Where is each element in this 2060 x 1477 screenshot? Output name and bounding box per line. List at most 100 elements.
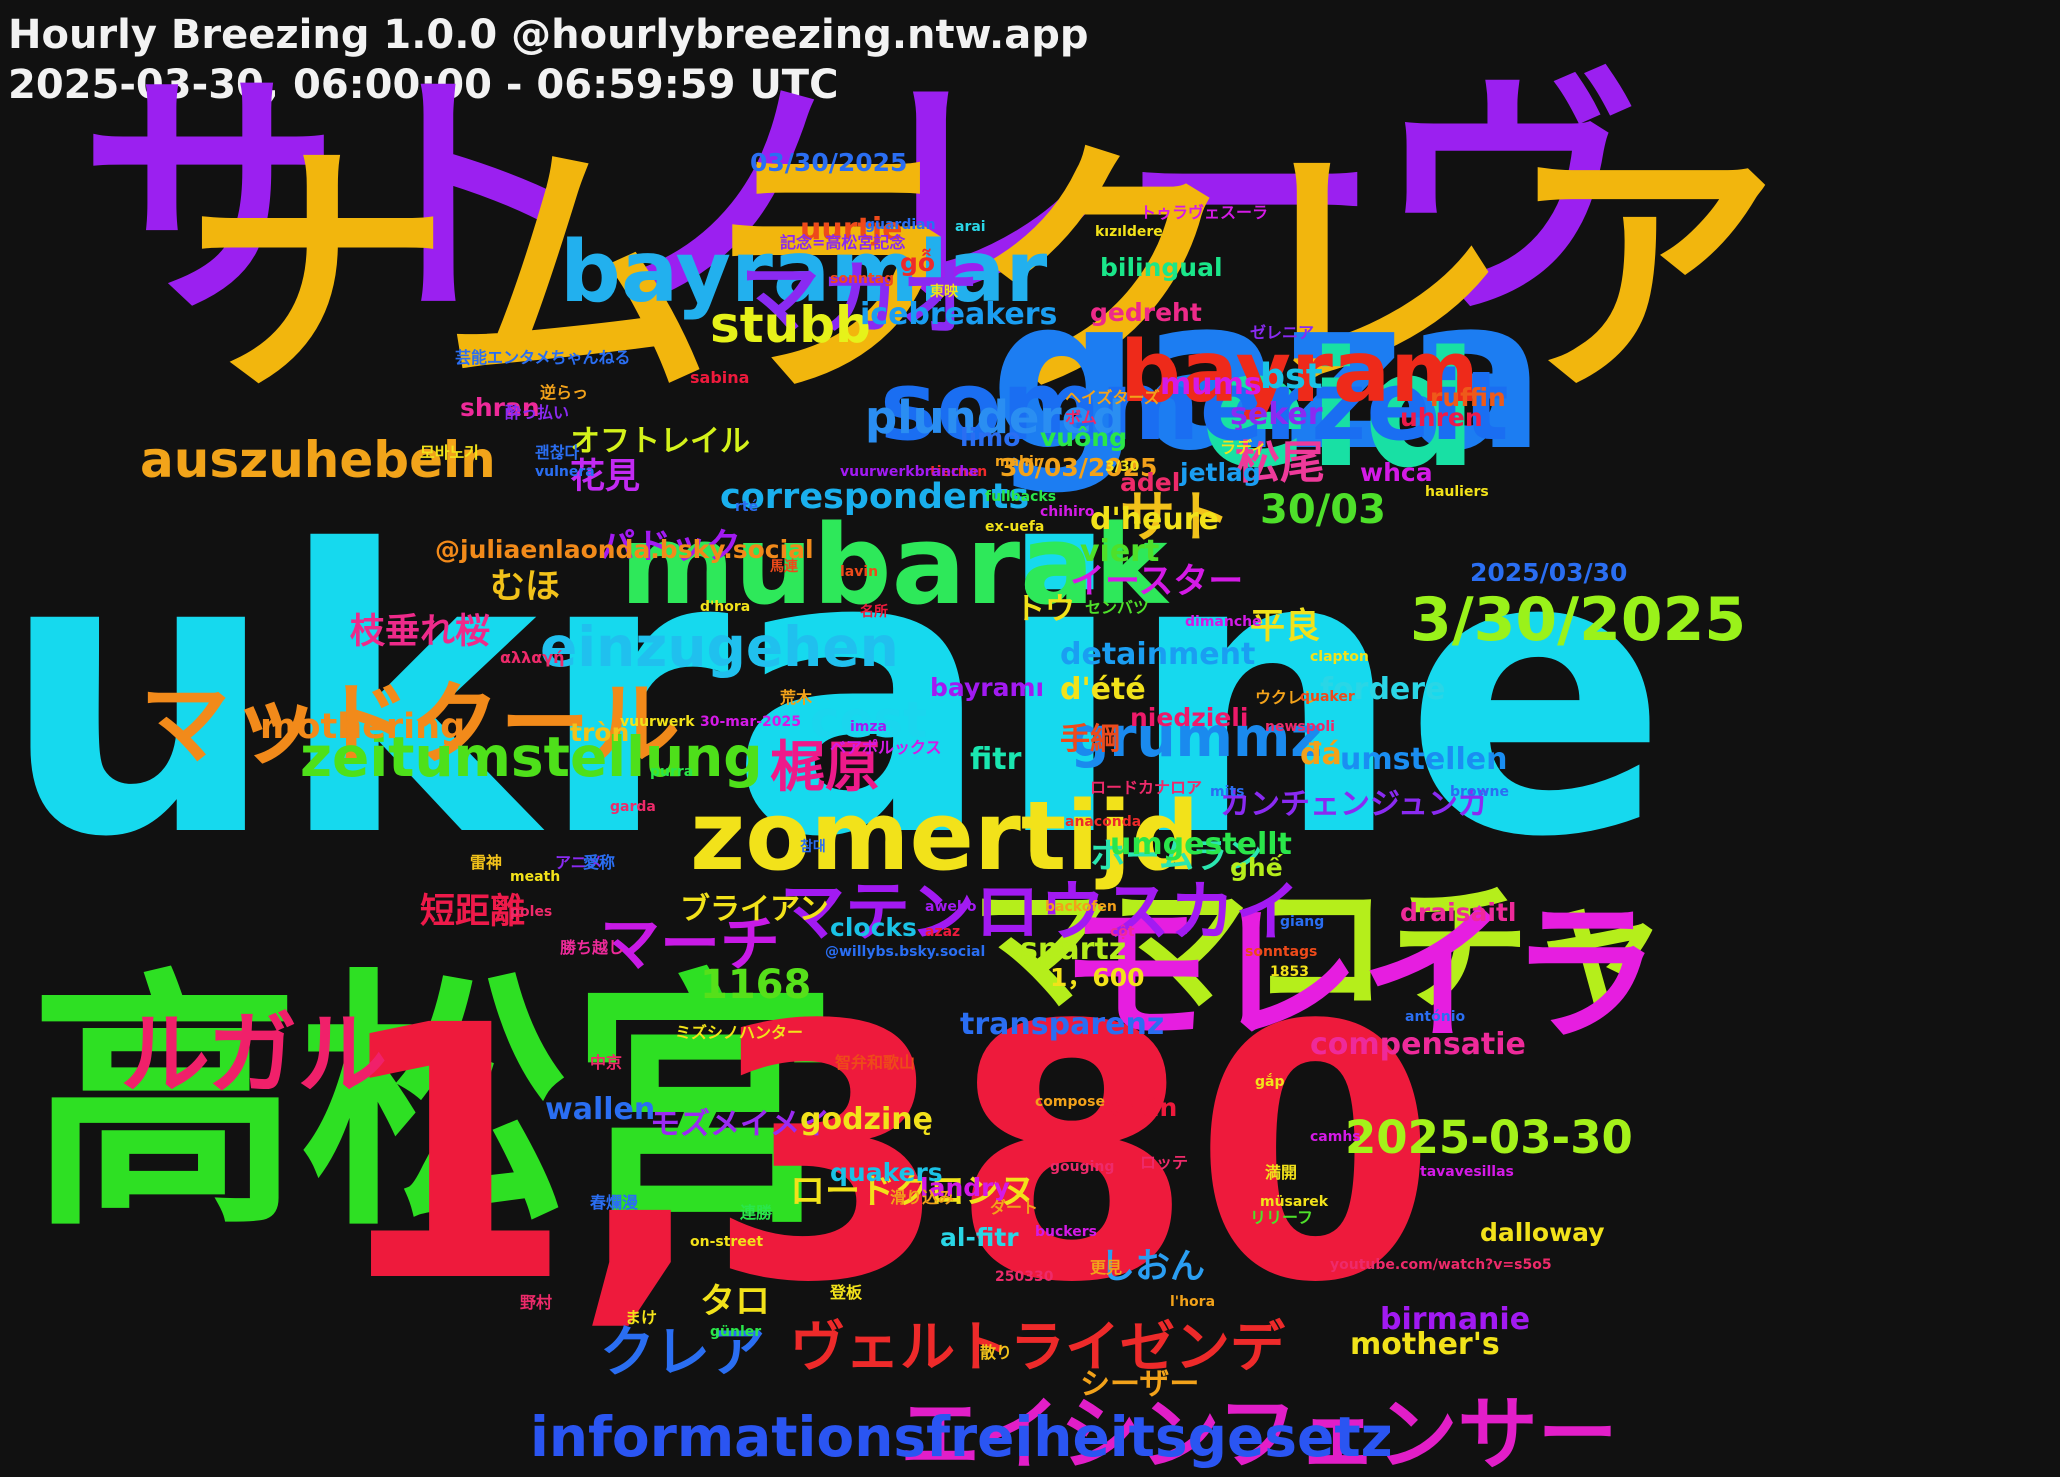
cloud-word: mothering: [260, 707, 466, 747]
cloud-word: むほ: [490, 567, 561, 607]
cloud-word: grummz: [1070, 705, 1323, 769]
cloud-word: カンチェンジュンガ: [1220, 787, 1488, 822]
cloud-word: birmanie: [1380, 1302, 1531, 1337]
cloud-word: guardian: [865, 217, 936, 233]
cloud-word: ブライアン: [680, 892, 829, 927]
cloud-word: 満開: [1265, 1163, 1298, 1182]
cloud-word: しおん: [1100, 1247, 1206, 1287]
cloud-word: zomertijd: [690, 782, 1200, 892]
cloud-word: compensatie: [1310, 1027, 1526, 1062]
cloud-word: giang: [1280, 914, 1325, 930]
cloud-word: plundered: [865, 391, 1125, 444]
cloud-word: awebo: [925, 899, 977, 915]
cloud-word: poles: [510, 904, 553, 920]
cloud-word: 1，600: [1050, 963, 1145, 992]
cloud-word: zeitumstellung: [300, 725, 763, 789]
cloud-word: whca: [1360, 458, 1433, 487]
cloud-word: fordere: [1320, 672, 1446, 707]
cloud-word: シーザー: [1080, 1367, 1200, 1402]
cloud-word: backofen: [1045, 899, 1117, 915]
cloud-word: icebreakers: [860, 297, 1058, 332]
cloud-word: quaker: [1300, 689, 1355, 705]
cloud-word: kızıldere: [1095, 224, 1163, 240]
cloud-word: fullbacks: [985, 489, 1057, 505]
cloud-word: d'heure: [1090, 502, 1219, 537]
cloud-word: 東映: [930, 284, 958, 300]
cloud-word: 2025-03-30: [1345, 1111, 1633, 1164]
cloud-word: rté: [735, 499, 759, 515]
cloud-word: arai: [955, 219, 986, 235]
cloud-word: ラディ: [1220, 438, 1267, 457]
cloud-word: ghế: [1230, 853, 1283, 882]
cloud-word: vuông: [1040, 423, 1127, 452]
cloud-word: センバツ: [1085, 598, 1150, 617]
cloud-word: l'hora: [1170, 1294, 1216, 1310]
cloud-word: correspondents: [720, 477, 1030, 517]
cloud-word: on-street: [690, 1234, 764, 1250]
cloud-word: vuurwerk: [620, 714, 695, 730]
cloud-word: sonntag: [830, 271, 895, 287]
cloud-word: adel: [1120, 468, 1181, 497]
cloud-word: quakers: [830, 1158, 943, 1187]
cloud-word: 03/30/2025: [750, 148, 908, 177]
cloud-word: モレイラ: [1060, 888, 1661, 1062]
cloud-word: 連勝: [740, 1203, 773, 1222]
cloud-word: uurtje: [800, 212, 903, 247]
cloud-word: 春爛漫: [590, 1193, 639, 1212]
cloud-word: bayramlar: [560, 223, 1048, 322]
cloud-word: 短距離: [420, 892, 526, 932]
cloud-word: マーチ: [600, 910, 780, 980]
cloud-word: 花見: [570, 457, 641, 497]
cloud-word: 芸能エンタメちゃんねる: [455, 348, 631, 367]
cloud-word: informationsfreiheitsgesetz: [530, 1405, 1393, 1469]
cloud-word: 雷神: [470, 853, 503, 872]
cloud-word: d'été: [1060, 672, 1146, 707]
cloud-word: 2025/03/30: [1470, 558, 1628, 587]
cloud-word: gắp: [1255, 1074, 1285, 1090]
cloud-word: 참대: [800, 839, 826, 855]
cloud-word: ukraine: [0, 468, 1669, 922]
cloud-word: shran: [460, 393, 540, 422]
cloud-word: エイシンフェンサー: [900, 1388, 1618, 1477]
cloud-word: 모바노기: [420, 443, 479, 462]
cloud-word: mits: [1210, 784, 1245, 800]
cloud-word: ex-uefa: [985, 519, 1045, 535]
cloud-word: vuurwerkbranche: [840, 464, 979, 480]
cloud-word: godzinę: [800, 1102, 934, 1137]
cloud-word: tavavesillas: [1420, 1164, 1514, 1180]
cloud-word: 松尾: [1235, 436, 1326, 489]
cloud-word: タロ: [700, 1282, 771, 1322]
cloud-word: newspoli: [1265, 719, 1335, 735]
cloud-word: hauliers: [1425, 484, 1489, 500]
cloud-word: wallen: [545, 1092, 656, 1127]
cloud-word: müsarek: [1260, 1194, 1329, 1210]
cloud-word: 愛称: [583, 853, 616, 872]
cloud-word: @willybs.bsky.social: [825, 944, 986, 960]
cloud-word: browne: [1450, 784, 1509, 800]
cloud-word: limo: [960, 423, 1021, 452]
cloud-word: 250330: [995, 1269, 1054, 1285]
cloud-word: αλλαγή: [500, 648, 565, 667]
cloud-word: tròn: [570, 718, 630, 747]
cloud-word: 名所: [860, 604, 888, 620]
cloud-word: マテンロウスカイ: [780, 875, 1301, 950]
cloud-word: fitr: [970, 742, 1022, 777]
cloud-word: dimanche: [1185, 614, 1262, 630]
cloud-word: オフトレイル: [570, 424, 750, 459]
cloud-word: トゥラヴェスーラ: [1140, 203, 1269, 222]
cloud-word: まけ: [625, 1308, 658, 1327]
cloud-word: 酔っ払い: [505, 403, 570, 422]
cloud-word: ロードカナロア: [1090, 778, 1203, 797]
cloud-word: clapton: [1310, 649, 1369, 665]
cloud-word: マカオ: [740, 253, 980, 346]
cloud-word: 1168: [700, 962, 812, 1008]
cloud-word: 3/30/2025: [1410, 585, 1747, 655]
cloud-word: sonntags: [1245, 944, 1318, 960]
cloud-word: antónio: [1405, 1009, 1466, 1025]
cloud-word: vulnera: [535, 464, 595, 480]
cloud-word: マッドクール: [140, 672, 680, 777]
cloud-word: ヘイズターズ: [1065, 388, 1160, 407]
cloud-word: モズメイメイ: [650, 1107, 830, 1142]
cloud-word: jetlag: [1180, 458, 1261, 487]
